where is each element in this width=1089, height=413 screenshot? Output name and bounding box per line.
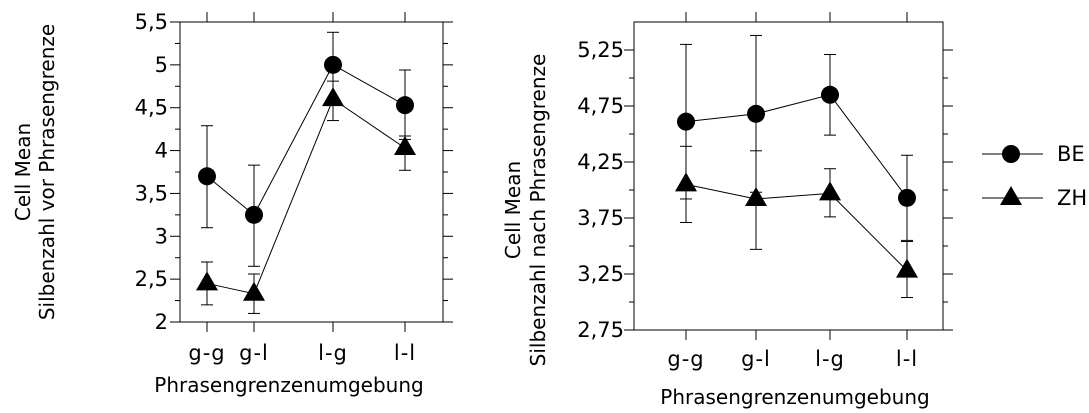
legend-label-zh: ZH [1057,186,1087,210]
right-ytick-label: 3,75 [577,206,624,230]
left-ylabel-line2: Silbenzahl vor Phrasengrenze [35,24,59,320]
right-point-be [898,188,916,207]
right-lines [685,94,908,271]
left-series-line-zh [206,98,406,295]
right-point-zh [819,181,841,201]
left-lines [206,64,406,295]
right-ytick-label: 5,25 [577,38,624,62]
left-ytick-label: 4 [155,139,168,163]
left-ticks [170,12,453,332]
right-ytick-label: 4,25 [577,150,624,174]
left-point-be [396,96,414,115]
left-point-zh [394,136,416,155]
left-point-be [198,167,216,186]
right-ytick-label: 2,75 [577,318,624,342]
right-series-line-be [685,94,908,199]
left-labels: 2 2,5 3 3,5 4 4,5 5 5,5 g-g g-l l-g l-l [135,10,416,365]
right-ylabel-line2: Silbenzahl nach Phrasengrenze [526,54,550,367]
right-category-label: l-g [815,347,845,371]
right-point-be [821,85,839,104]
left-point-zh [322,87,344,107]
right-category-label: l-l [896,347,918,371]
right-point-be [677,112,695,131]
right-series-line-zh [685,183,908,271]
left-ytick-label: 4,5 [135,96,168,120]
left-point-zh [243,281,265,301]
left-series-line-be [206,64,406,216]
left-ytick-label: 2,5 [135,267,168,291]
left-category-label: g-g [188,341,225,365]
legend-label-be: BE [1057,142,1085,166]
right-ytick-label: 4,75 [577,94,624,118]
left-point-zh [196,271,218,291]
right-category-label: g-l [741,347,771,371]
left-panel: 2 2,5 3 3,5 4 4,5 5 5,5 g-g g-l l-g l-l Cell Mean S… [11,10,453,397]
left-ytick-label: 3 [155,224,168,248]
right-point-zh [896,258,918,278]
left-point-be [324,55,342,74]
left-category-label: l-l [394,341,416,365]
left-category-label: l-g [318,341,348,365]
right-panel: 2,75 3,25 3,75 4,25 4,75 5,25 g-g g-l l-g l-l Cel… [501,12,953,409]
right-category-label: g-g [667,347,704,371]
right-ylabel-line1: Cell Mean [501,161,525,259]
left-errorbars [201,31,411,314]
right-markers [675,85,918,278]
left-ytick-label: 2 [155,310,168,334]
right-ticks [624,12,953,340]
right-point-zh [745,186,767,206]
left-xlabel: Phrasengrenzenumgebung [154,373,423,397]
left-category-label: g-l [239,341,269,365]
left-ylabel-line1: Cell Mean [11,123,35,221]
legend-marker-be [1002,145,1020,163]
right-plot-frame [633,21,944,331]
right-point-be [747,104,765,123]
right-labels: 2,75 3,25 3,75 4,25 4,75 5,25 g-g g-l l-g l-l [577,38,918,371]
right-ytick-label: 3,25 [577,262,624,286]
left-ytick-label: 5 [155,53,168,77]
legend: BE ZH [982,142,1087,210]
left-ytick-label: 3,5 [135,181,168,205]
right-errorbars [680,34,913,299]
right-xlabel: Phrasengrenzenumgebung [660,385,929,409]
left-markers [196,55,416,301]
left-point-be [245,205,263,224]
right-point-zh [675,172,697,192]
legend-marker-zh [1000,186,1022,205]
left-ytick-label: 5,5 [135,10,168,34]
left-plot-frame [179,21,444,323]
